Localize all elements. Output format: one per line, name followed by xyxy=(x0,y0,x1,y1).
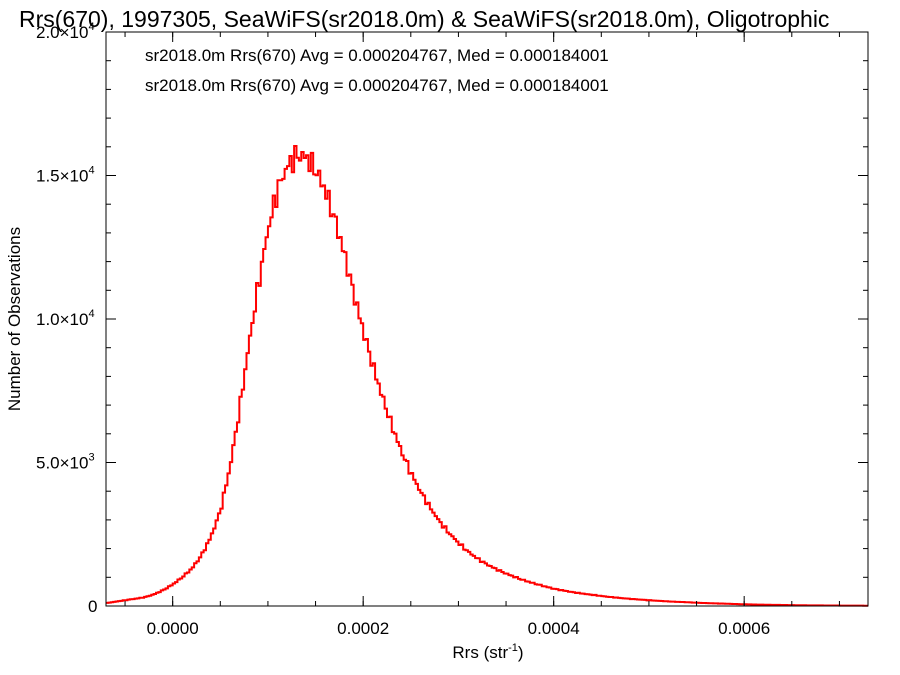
series-layer xyxy=(106,145,868,607)
y-tick-label: 0 xyxy=(88,597,97,616)
x-tick-label: 0.0004 xyxy=(528,619,580,638)
y-tick-label: 1.0×104 xyxy=(36,308,95,329)
y-tick-label: 5.0×103 xyxy=(36,452,95,473)
y-tick-label: 1.5×104 xyxy=(36,165,95,186)
x-axis-label-end: ) xyxy=(518,643,524,662)
histogram-series-0 xyxy=(106,145,868,607)
legend-entry-black: sr2018.0m Rrs(670) Avg = 0.000204767, Me… xyxy=(145,46,609,65)
ticks-layer: 0.0000 0.0002 0.0004 0.0006 0 5.0×103 1.0×104 1… xyxy=(36,21,868,638)
x-tick-label: 0.0000 xyxy=(147,619,199,638)
y-axis-label: Number of Observations xyxy=(5,227,24,411)
x-axis-label: Rrs (str-1) xyxy=(452,642,523,662)
x-tick-label: 0.0002 xyxy=(337,619,389,638)
x-tick-label: 0.0006 xyxy=(718,619,770,638)
legend-entry-red: sr2018.0m Rrs(670) Avg = 0.000204767, Me… xyxy=(145,76,609,95)
y-tick-label: 2.0×104 xyxy=(36,21,95,42)
chart-title: Rrs(670), 1997305, SeaWiFS(sr2018.0m) & … xyxy=(19,6,829,32)
x-axis-label-text: Rrs (str xyxy=(452,643,508,662)
plot-frame xyxy=(105,31,869,607)
x-axis-label-sup: -1 xyxy=(508,642,518,654)
